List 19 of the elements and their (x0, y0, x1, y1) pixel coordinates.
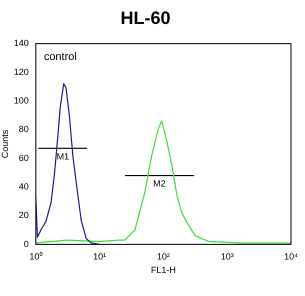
x-axis-title: FL1-H (150, 265, 176, 276)
annotation: control (44, 51, 77, 64)
y-tick-label: 40 (18, 182, 29, 192)
y-tick-label: 140 (14, 38, 29, 48)
y-tick-label: 20 (18, 210, 29, 220)
series-label: M1 (56, 151, 70, 162)
x-tick-label: 10⁰ (29, 251, 42, 262)
y-tick-label: 120 (14, 66, 29, 77)
y-axis-title: Counts (0, 129, 10, 158)
y-tick-label: 80 (18, 124, 29, 134)
x-tick-label: 10¹ (93, 251, 106, 262)
chart-title: HL-60 (120, 8, 171, 28)
y-tick-label: 100 (14, 95, 29, 106)
x-tick-label: 10³ (220, 251, 234, 262)
y-tick-label: 60 (18, 152, 29, 163)
x-tick-label: 10⁴ (284, 251, 298, 262)
series-label: M2 (153, 178, 166, 189)
y-tick-label: 0 (24, 238, 29, 249)
x-tick-label: 10² (156, 251, 170, 262)
